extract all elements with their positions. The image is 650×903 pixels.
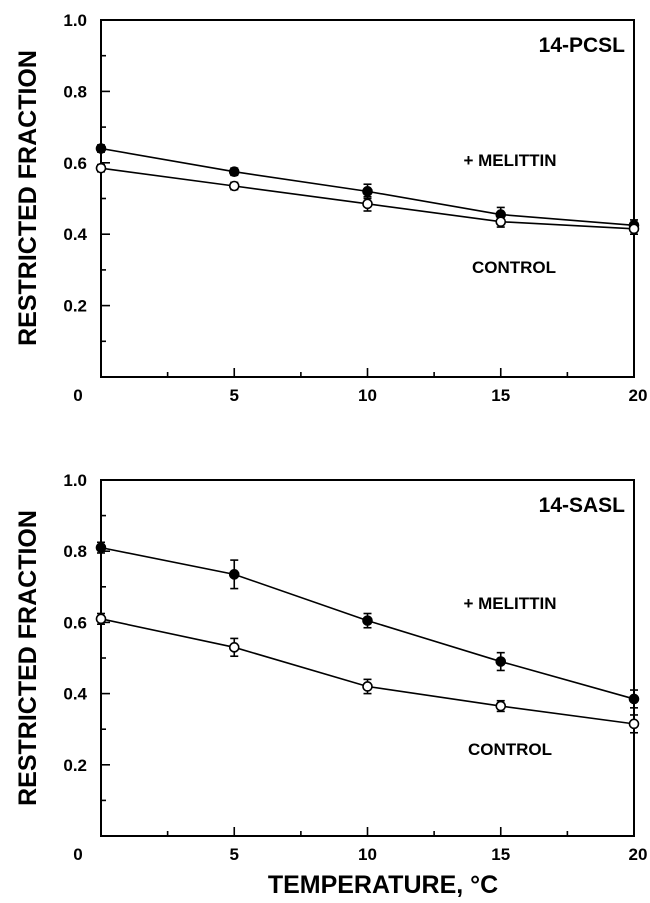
series-line	[100, 618, 635, 725]
data-point-control	[95, 162, 107, 174]
y-tick-label: 1.0	[63, 471, 87, 490]
x-tick-label: 20	[629, 845, 648, 864]
y-tick-label: 0.8	[63, 82, 87, 101]
plot-frame	[100, 479, 635, 837]
data-point-control	[362, 681, 373, 692]
x-axis-title: TEMPERATURE, °C	[268, 871, 498, 899]
y-tick-label: 0.4	[63, 225, 87, 244]
x-tick-label: 15	[491, 386, 510, 405]
data-point-melittin	[362, 615, 373, 626]
x-tick-label: 10	[358, 386, 377, 405]
data-point-melittin	[228, 166, 240, 178]
data-point-control	[95, 613, 107, 625]
series-label: + MELITTIN	[463, 594, 556, 613]
x-tick-label: 5	[230, 845, 239, 864]
panel-label: 14-SASL	[539, 494, 626, 517]
x-tick-label: 5	[230, 386, 239, 405]
data-point-control	[362, 198, 373, 210]
data-point-melittin	[495, 656, 507, 667]
x-tick-label: 15	[491, 845, 510, 864]
y-tick-label: 1.0	[63, 11, 87, 30]
y-axis-title: RESTRICTED FRACTION	[14, 510, 42, 806]
y-axis-title: RESTRICTED FRACTION	[14, 50, 42, 346]
x-tick-label: 0	[73, 845, 82, 864]
data-point-melittin	[95, 143, 107, 154]
data-point-control	[495, 216, 507, 228]
y-tick-label: 0.6	[63, 613, 87, 632]
x-tick-label: 20	[629, 386, 648, 405]
panel-14-sasl: 0.2 0.4 0.6 0.8 1.0 0 5 10 15 20 RESTRICTED FRACTI…	[14, 471, 647, 864]
x-tick-label: 10	[358, 845, 377, 864]
data-point-control	[228, 642, 240, 653]
series-label: + MELITTIN	[463, 151, 556, 170]
x-tick-label: 0	[73, 386, 82, 405]
panel-label: 14-PCSL	[539, 34, 626, 57]
y-tick-label: 0.6	[63, 154, 87, 173]
data-point-melittin	[228, 569, 240, 580]
series-label: CONTROL	[468, 740, 552, 759]
data-point-melittin	[628, 693, 640, 705]
data-point-melittin	[95, 542, 107, 553]
y-tick-label: 0.4	[63, 685, 87, 704]
data-point-control	[495, 700, 507, 712]
data-point-control	[628, 718, 640, 730]
panel-14-pcsl: 0.2 0.4 0.6 0.8 1.0 0 5 10 15 20 RESTRICTED FRACTI…	[14, 11, 647, 405]
y-tick-label: 0.2	[63, 756, 87, 775]
data-point-control	[628, 223, 640, 235]
data-point-melittin	[362, 186, 373, 197]
data-point-control	[228, 180, 240, 192]
series-label: CONTROL	[472, 258, 556, 277]
y-tick-label: 0.8	[63, 542, 87, 561]
y-tick-label: 0.2	[63, 297, 87, 316]
